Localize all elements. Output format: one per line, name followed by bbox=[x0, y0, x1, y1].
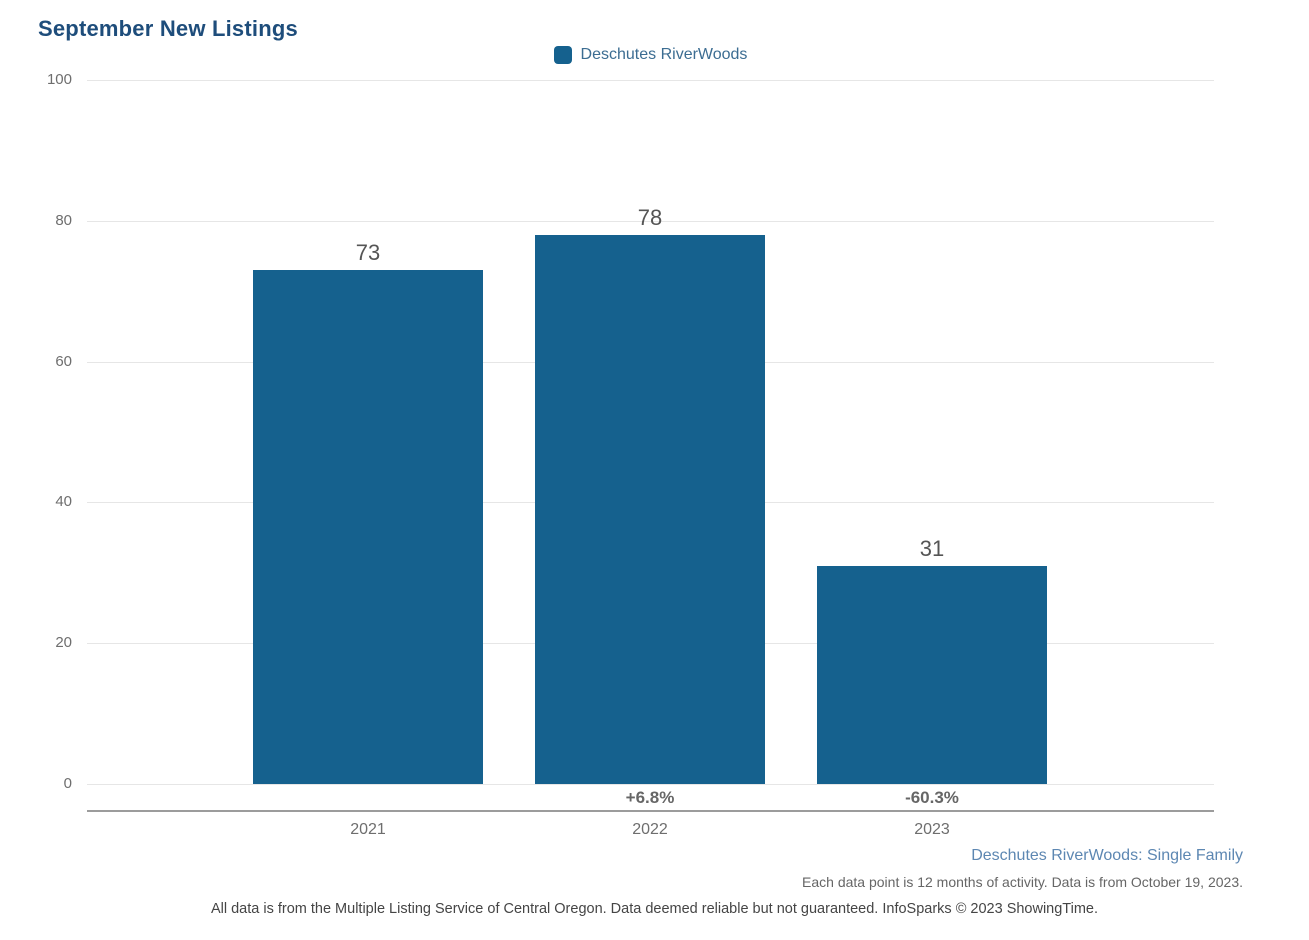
y-axis-tick-label: 40 bbox=[55, 493, 72, 511]
footnote-block: Deschutes RiverWoods: Single Family Each… bbox=[802, 846, 1243, 890]
disclaimer: All data is from the Multiple Listing Se… bbox=[210, 901, 1099, 917]
y-axis-tick-label: 80 bbox=[55, 211, 72, 229]
series-description: Deschutes RiverWoods: Single Family bbox=[971, 847, 1243, 864]
plot-area: 73 78 31 bbox=[87, 80, 1214, 785]
pct-change-label: +6.8% bbox=[625, 788, 675, 807]
y-axis-tick-label: 0 bbox=[63, 775, 72, 792]
y-axis-tick-label: 100 bbox=[46, 71, 72, 88]
legend-swatch bbox=[553, 46, 572, 64]
data-note: Each data point is 12 months of activity… bbox=[802, 874, 1243, 890]
x-axis-label: 2021 bbox=[350, 821, 386, 838]
gridline-0 bbox=[87, 784, 1214, 785]
legend-label: Deschutes RiverWoods bbox=[580, 46, 748, 63]
bar-value-label: 31 bbox=[919, 535, 945, 561]
pct-change-label: -60.3% bbox=[905, 788, 959, 807]
x-axis-label: 2023 bbox=[914, 821, 950, 838]
bar-value-label: 78 bbox=[637, 204, 663, 230]
gridline-80 bbox=[87, 220, 1214, 222]
gridline-100 bbox=[87, 80, 1214, 81]
bar-2023[interactable] bbox=[817, 565, 1047, 784]
bar-2021[interactable] bbox=[253, 270, 483, 784]
y-axis-tick-label: 60 bbox=[55, 352, 72, 370]
bar-value-label: 73 bbox=[355, 240, 381, 266]
y-axis-tick-label: 20 bbox=[55, 634, 72, 652]
legend[interactable]: Deschutes RiverWoods bbox=[87, 46, 1214, 64]
x-axis-line bbox=[87, 810, 1214, 812]
x-axis-label: 2022 bbox=[632, 821, 668, 838]
bar-2022[interactable] bbox=[535, 234, 765, 784]
chart-title: September New Listings bbox=[38, 16, 298, 41]
